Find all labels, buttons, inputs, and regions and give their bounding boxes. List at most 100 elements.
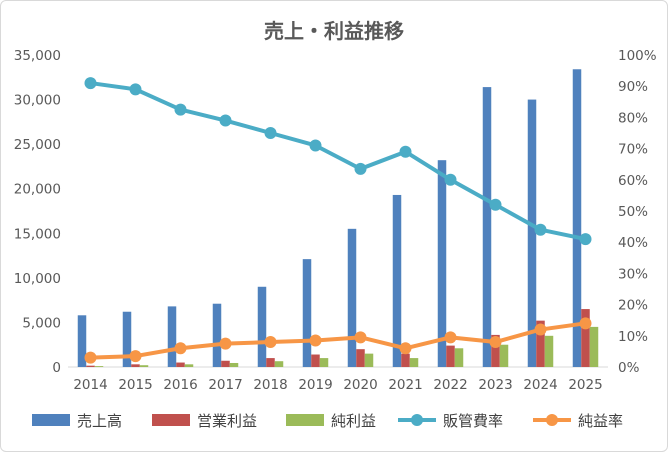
bar-3-2017	[229, 362, 239, 367]
x-tick-label: 2017	[208, 377, 242, 393]
line-2-point-2025	[579, 317, 592, 330]
line-2-point-2018	[264, 336, 277, 349]
bar-2-2014	[86, 365, 95, 367]
right-tick-label: 80%	[618, 110, 648, 126]
right-tick-label: 100%	[618, 48, 657, 64]
line-1-point-2019	[309, 139, 322, 152]
bar-3-2022	[454, 348, 464, 367]
legend-label: 営業利益	[197, 412, 257, 430]
bar-3-2025	[589, 326, 599, 367]
right-tick-label: 40%	[618, 235, 648, 251]
left-y-axis: 0 5,000 10,000 15,000 20,000 25,000 30,000 35,0…	[14, 48, 61, 376]
line-2-point-2014	[84, 351, 97, 364]
left-tick-label: 10,000	[14, 271, 61, 287]
left-tick-label: 5,000	[22, 315, 61, 331]
right-tick-label: 90%	[618, 79, 648, 95]
left-tick-label: 20,000	[14, 182, 61, 198]
x-tick-label: 2015	[118, 377, 152, 393]
x-tick-label: 2024	[523, 377, 557, 393]
bar-2-2021	[401, 353, 410, 367]
x-tick-label: 2021	[388, 377, 422, 393]
bar-1-2022	[437, 160, 447, 367]
bar-3-2021	[409, 358, 419, 367]
bar-3-2015	[139, 365, 149, 367]
left-tick-label: 30,000	[14, 93, 61, 109]
bar-3-2019	[319, 358, 329, 367]
right-tick-label: 20%	[618, 298, 648, 314]
line-1-point-2017	[219, 114, 232, 127]
bar-1-2024	[527, 99, 537, 368]
line-1-point-2025	[579, 233, 592, 246]
line-1-point-2024	[534, 223, 547, 236]
left-tick-label: 35,000	[14, 48, 61, 64]
bar-1-2021	[392, 194, 402, 367]
line-1-point-2015	[129, 83, 142, 96]
x-tick-label: 2025	[568, 377, 602, 393]
line-2-point-2022	[444, 331, 457, 344]
x-tick-label: 2022	[433, 377, 467, 393]
bar-1-2017	[212, 303, 222, 367]
bar-2-2018	[266, 358, 275, 367]
right-tick-label: 50%	[618, 204, 648, 220]
x-tick-label: 2020	[343, 377, 377, 393]
legend-swatch-2	[152, 414, 190, 426]
bar-3-2023	[499, 344, 509, 367]
bar-3-2016	[184, 364, 194, 367]
bar-1-2023	[482, 87, 492, 367]
bar-2-2024	[536, 320, 545, 367]
right-tick-label: 70%	[618, 142, 648, 158]
bar-3-2014	[94, 366, 104, 367]
left-tick-label: 15,000	[14, 226, 61, 242]
chart-legend: 売上高 営業利益 純利益 販管費率 純益率	[32, 412, 623, 430]
bar-2-2015	[131, 364, 140, 367]
line-1-point-2014	[84, 77, 97, 90]
line-1-point-2016	[174, 103, 187, 116]
x-tick-label: 2023	[478, 377, 512, 393]
x-tick-label: 2018	[253, 377, 287, 393]
right-tick-label: 0%	[618, 360, 640, 376]
bar-3-2024	[544, 335, 554, 367]
line-2-point-2016	[174, 342, 187, 355]
bar-2-2023	[491, 334, 500, 367]
bar-2-2020	[356, 349, 365, 367]
left-tick-label: 0	[52, 360, 61, 376]
bar-2-2025	[581, 309, 590, 367]
bar-1-2020	[347, 228, 357, 367]
line-1-point-2023	[489, 198, 502, 211]
bar-3-2020	[364, 353, 374, 367]
legend-label: 売上高	[77, 412, 122, 430]
line-2-point-2023	[489, 336, 502, 349]
line-2-point-2017	[219, 337, 232, 350]
bar-series-group	[77, 69, 599, 368]
x-tick-label: 2014	[73, 377, 107, 393]
right-tick-label: 10%	[618, 329, 648, 345]
line-2-point-2021	[399, 342, 412, 355]
line-2-point-2019	[309, 334, 322, 347]
line-1-point-2021	[399, 145, 412, 158]
bar-2-2022	[446, 345, 455, 367]
bar-1-2016	[167, 306, 177, 367]
line-2-point-2024	[534, 323, 547, 336]
bar-2-2016	[176, 362, 185, 367]
chart-title: 売上・利益推移	[264, 19, 404, 43]
line-1	[88, 81, 588, 242]
legend-label: 純利益	[331, 412, 376, 430]
line-series-group	[84, 77, 592, 364]
x-tick-label: 2016	[163, 377, 197, 393]
line-1-point-2018	[264, 127, 277, 139]
line-2	[88, 321, 588, 360]
bar-1-2015	[122, 311, 132, 367]
x-tick-label: 2019	[298, 377, 332, 393]
left-tick-label: 25,000	[14, 137, 61, 153]
bar-2-2017	[221, 360, 230, 367]
line-2-point-2020	[354, 331, 367, 344]
legend-swatch-marker-4	[411, 414, 423, 426]
line-1-point-2022	[444, 173, 457, 186]
bar-1-2019	[302, 259, 312, 367]
line-2-point-2015	[129, 350, 142, 363]
legend-label: 販管費率	[443, 412, 503, 430]
line-1-point-2020	[354, 162, 367, 175]
legend-swatch-marker-5	[546, 414, 558, 426]
right-tick-label: 60%	[618, 173, 648, 189]
